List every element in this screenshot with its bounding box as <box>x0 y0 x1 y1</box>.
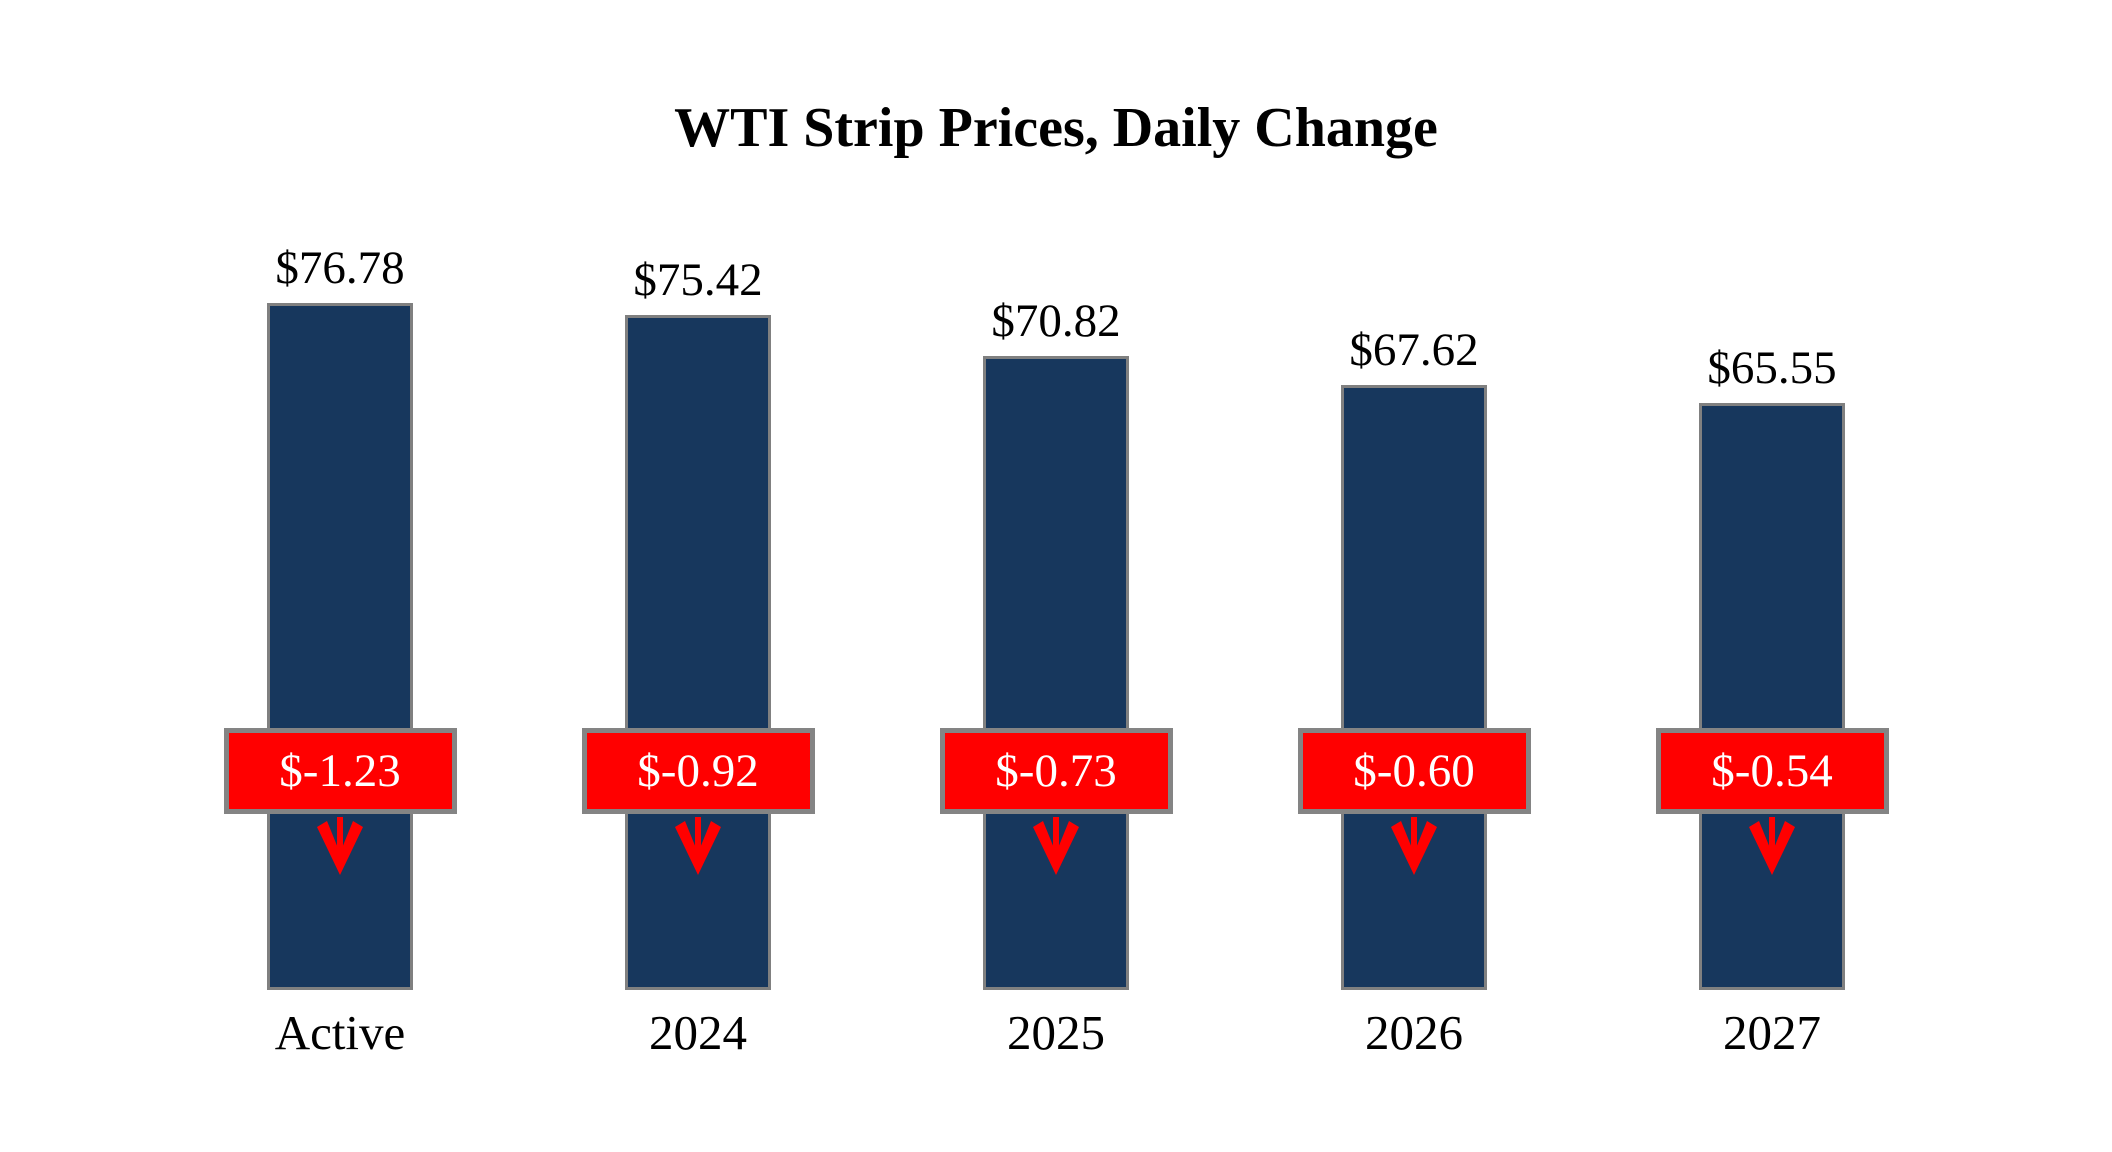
daily-change-box: $-0.92 <box>581 728 815 814</box>
bar-value-label: $70.82 <box>991 295 1121 347</box>
price-bar <box>267 303 413 990</box>
category-label-2027: 2027 <box>1723 1005 1821 1060</box>
category-label-2026: 2026 <box>1365 1005 1463 1060</box>
down-arrow-icon <box>1033 817 1079 875</box>
bar-value-label: $65.55 <box>1707 342 1837 394</box>
price-bar <box>983 356 1129 990</box>
category-label-2025: 2025 <box>1007 1005 1105 1060</box>
category-label-active: Active <box>274 1005 406 1060</box>
down-arrow-icon <box>675 817 721 875</box>
down-arrow-icon <box>317 817 363 875</box>
down-arrow-icon <box>1391 817 1437 875</box>
bar-value-label: $75.42 <box>633 254 763 306</box>
price-bar <box>1699 403 1845 990</box>
daily-change-box: $-0.54 <box>1655 728 1889 814</box>
bar-group-2024: $75.42 $-0.92 2024 <box>568 0 828 1152</box>
bar-value-label: $76.78 <box>275 242 405 294</box>
bar-group-active: $76.78 $-1.23 Active <box>210 0 470 1152</box>
down-arrow-icon <box>1749 817 1795 875</box>
bar-group-2025: $70.82 $-0.73 2025 <box>926 0 1186 1152</box>
category-label-2024: 2024 <box>649 1005 747 1060</box>
price-bar <box>1341 385 1487 990</box>
bar-group-2027: $65.55 $-0.54 2027 <box>1642 0 1902 1152</box>
daily-change-box: $-1.23 <box>223 728 457 814</box>
bar-group-2026: $67.62 $-0.60 2026 <box>1284 0 1544 1152</box>
chart-title: WTI Strip Prices, Daily Change <box>674 97 1438 159</box>
bar-value-label: $67.62 <box>1349 324 1479 376</box>
daily-change-box: $-0.60 <box>1297 728 1531 814</box>
price-bar <box>625 315 771 990</box>
daily-change-box: $-0.73 <box>939 728 1173 814</box>
